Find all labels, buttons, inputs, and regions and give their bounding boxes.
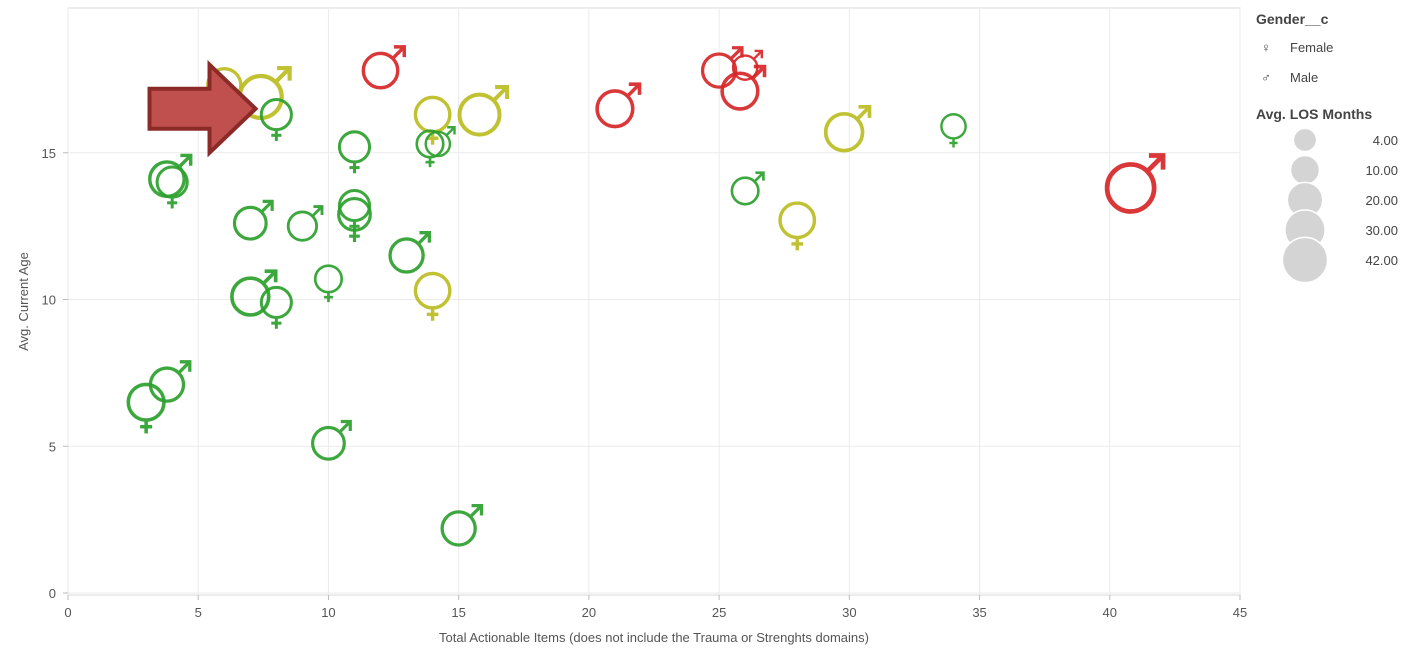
x-tick-label: 10 bbox=[321, 605, 335, 620]
data-point-female[interactable] bbox=[778, 201, 817, 251]
data-point-male[interactable] bbox=[730, 171, 765, 206]
data-point-female[interactable] bbox=[126, 382, 166, 434]
y-tick-label: 15 bbox=[42, 146, 56, 161]
marks-layer bbox=[126, 45, 1166, 547]
legend-size-label: 10.00 bbox=[1365, 163, 1398, 178]
x-tick-label: 15 bbox=[451, 605, 465, 620]
data-point-male[interactable] bbox=[388, 231, 432, 274]
data-point-male[interactable] bbox=[424, 126, 456, 158]
legend-size-circle bbox=[1289, 154, 1321, 186]
legend-size-label: 30.00 bbox=[1365, 223, 1398, 238]
data-point-female[interactable] bbox=[313, 264, 344, 303]
data-point-female[interactable] bbox=[337, 189, 372, 232]
data-point-female[interactable] bbox=[337, 130, 372, 174]
axis-layer: 0 5 10 15 20 25 30 35 40 45 0 5 10 15 bbox=[42, 146, 1248, 620]
x-tick-label: 30 bbox=[842, 605, 856, 620]
data-point-male[interactable] bbox=[286, 205, 324, 242]
data-point-female[interactable] bbox=[415, 129, 445, 168]
grid-layer bbox=[67, 7, 1241, 596]
legend-size-title: Avg. LOS Months bbox=[1256, 106, 1372, 122]
data-point-male[interactable] bbox=[311, 419, 352, 461]
legend-shape-title: Gender__c bbox=[1256, 11, 1329, 27]
legend-gender-label: Female bbox=[1290, 40, 1333, 55]
legend-gender-label: Male bbox=[1290, 70, 1318, 85]
x-tick-label: 25 bbox=[712, 605, 726, 620]
data-point-female[interactable] bbox=[259, 285, 293, 329]
x-tick-label: 0 bbox=[64, 605, 71, 620]
data-point-female[interactable] bbox=[413, 271, 452, 321]
data-point-male[interactable] bbox=[823, 104, 872, 153]
x-tick-label: 35 bbox=[972, 605, 986, 620]
data-point-male[interactable] bbox=[148, 360, 192, 403]
legend-size-label: 4.00 bbox=[1373, 133, 1398, 148]
annotation-layer bbox=[147, 60, 259, 158]
y-tick-label: 5 bbox=[49, 439, 56, 454]
legend-size-label: 42.00 bbox=[1365, 253, 1398, 268]
legend-size-label: 20.00 bbox=[1365, 193, 1398, 208]
data-point-male[interactable] bbox=[440, 503, 484, 547]
y-tick-label: 10 bbox=[42, 293, 56, 308]
y-axis-title: Avg. Current Age bbox=[16, 252, 31, 351]
data-point-male[interactable] bbox=[361, 45, 406, 90]
data-point-male[interactable] bbox=[700, 46, 744, 89]
female-symbol-icon: ♀ bbox=[1261, 40, 1271, 55]
data-point-male[interactable] bbox=[720, 64, 767, 111]
x-tick-label: 40 bbox=[1103, 605, 1117, 620]
data-point-female[interactable] bbox=[940, 113, 967, 148]
legend-size-circle bbox=[1292, 127, 1318, 153]
x-axis-title: Total Actionable Items (does not include… bbox=[439, 630, 869, 645]
data-point-female[interactable] bbox=[155, 165, 189, 209]
y-tick-label: 0 bbox=[49, 586, 56, 601]
data-point-male[interactable] bbox=[1104, 153, 1166, 214]
data-point-male[interactable] bbox=[595, 82, 642, 129]
data-point-female[interactable] bbox=[259, 98, 293, 141]
data-point-male[interactable] bbox=[232, 199, 274, 241]
data-point-male[interactable] bbox=[148, 153, 193, 199]
male-symbol-icon: ♂ bbox=[1261, 70, 1271, 85]
x-tick-label: 20 bbox=[582, 605, 596, 620]
legend-size-circle bbox=[1281, 236, 1329, 284]
data-point-female[interactable] bbox=[413, 95, 452, 145]
data-point-male[interactable] bbox=[230, 269, 278, 317]
x-tick-label: 45 bbox=[1233, 605, 1247, 620]
data-point-male[interactable] bbox=[457, 85, 510, 137]
annotation-arrow bbox=[147, 60, 259, 158]
x-tick-label: 5 bbox=[195, 605, 202, 620]
legend: Gender__c Avg. LOS Months ♀ Female ♂ Male 4.… bbox=[1256, 11, 1398, 284]
